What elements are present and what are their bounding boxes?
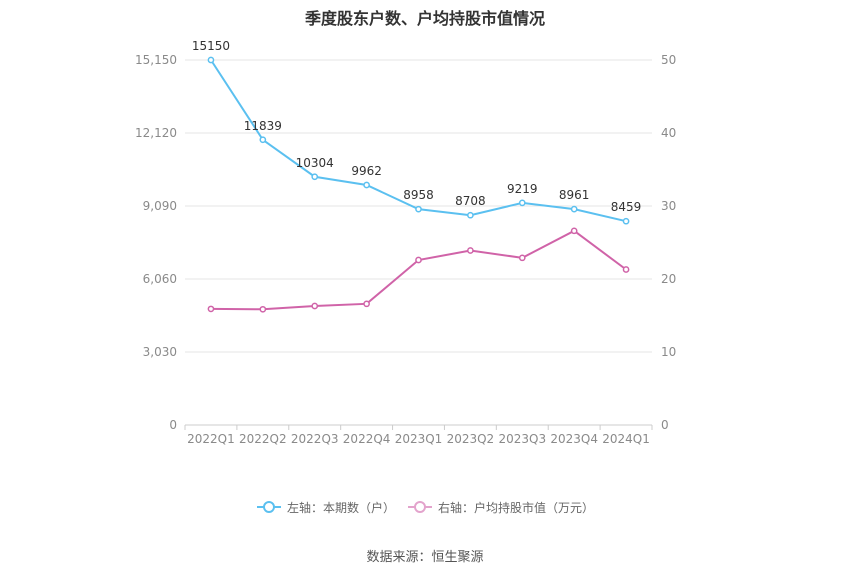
data-point-right <box>467 247 474 254</box>
x-tick-label: 2023Q3 <box>498 432 546 446</box>
data-label: 9219 <box>507 182 538 196</box>
data-label: 8961 <box>559 188 590 202</box>
x-tick-label: 2023Q2 <box>447 432 495 446</box>
y-right-tick-label: 30 <box>661 199 676 213</box>
y-right-tick-label: 10 <box>661 345 676 359</box>
data-point-right <box>622 266 630 273</box>
data-point-right <box>207 305 215 313</box>
x-tick-label: 2024Q1 <box>602 432 650 446</box>
x-tick-label: 2022Q3 <box>291 432 339 446</box>
y-left-tick-label: 6,060 <box>143 272 177 286</box>
x-tick-label: 2023Q1 <box>395 432 443 446</box>
data-label: 15150 <box>192 39 230 53</box>
y-right-tick-label: 50 <box>661 53 676 67</box>
y-left-tick-label: 3,030 <box>143 345 177 359</box>
data-label: 8708 <box>455 194 486 208</box>
data-point-left <box>622 217 630 225</box>
legend-marker-left-icon <box>257 501 281 513</box>
legend-label-left: 左轴：本期数（户） <box>287 500 396 515</box>
data-point-left <box>363 181 370 189</box>
legend-item-left[interactable]: 左轴：本期数（户） <box>257 498 395 516</box>
data-point-left <box>415 205 422 213</box>
source-note: 数据来源：恒生聚源 <box>366 550 484 565</box>
chart-title: 季度股东户数、户均持股市值情况 <box>304 9 545 28</box>
data-point-left <box>518 199 526 207</box>
y-left-tick-label: 15,150 <box>135 53 177 67</box>
y-right-tick-label: 0 <box>661 418 669 432</box>
data-label: 8958 <box>403 188 434 202</box>
legend-item-right[interactable]: 右轴：户均持股市值（万元） <box>408 498 594 516</box>
x-tick-label: 2023Q4 <box>550 432 598 446</box>
data-point-right <box>311 302 319 310</box>
data-label: 9962 <box>351 164 382 178</box>
data-label: 10304 <box>296 156 334 170</box>
data-point-left <box>311 173 319 181</box>
x-tick-label: 2022Q1 <box>187 432 235 446</box>
y-right-tick-label: 40 <box>661 126 676 140</box>
legend-label-right: 右轴：户均持股市值（万元） <box>438 500 595 515</box>
legend-marker-right-icon <box>408 501 432 513</box>
data-point-left <box>259 136 267 144</box>
data-point-left <box>570 205 578 213</box>
data-point-left <box>467 211 474 219</box>
data-point-right <box>570 227 578 235</box>
x-tick-label: 2022Q2 <box>239 432 287 446</box>
y-left-tick-label: 0 <box>169 418 177 432</box>
data-point-left <box>207 56 215 64</box>
data-point-right <box>518 254 526 262</box>
y-left-tick-label: 9,090 <box>143 199 177 213</box>
data-label: 11839 <box>244 119 282 133</box>
data-point-right <box>415 256 422 264</box>
data-point-right <box>259 305 267 313</box>
y-left-tick-label: 12,120 <box>135 126 177 140</box>
series-line-right <box>210 229 627 311</box>
data-point-right <box>363 300 370 308</box>
x-tick-label: 2022Q4 <box>343 432 391 446</box>
y-right-tick-label: 20 <box>661 272 676 286</box>
data-label: 8459 <box>611 200 642 214</box>
